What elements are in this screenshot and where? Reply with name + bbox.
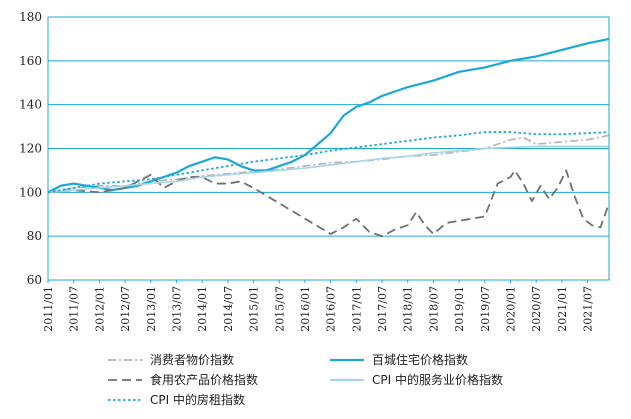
series-line-4 <box>47 145 609 194</box>
legend-label: 食用农产品价格指数 <box>150 372 258 387</box>
y-axis-tick-labels: 60 80 100 120 140 160 180 <box>19 10 42 287</box>
series-line-5 <box>47 131 610 194</box>
legend-item: 消费者物价指数 <box>108 352 234 367</box>
legend-label: 消费者物价指数 <box>150 352 234 367</box>
x-tick-label: 2015/07 <box>273 286 286 332</box>
y-tick-label: 60 <box>27 273 42 287</box>
x-tick-label: 2011/07 <box>68 286 81 332</box>
horizontal-gridlines <box>48 16 609 281</box>
series-line-3 <box>47 169 610 238</box>
x-tick-label: 2013/07 <box>170 286 183 332</box>
x-tick-label: 2018/01 <box>402 286 415 332</box>
legend-item: 食用农产品价格指数 <box>108 372 258 387</box>
series-lines <box>47 37 610 238</box>
legend-item: CPI 中的服务业价格指数 <box>330 372 503 387</box>
legend-label: CPI 中的房租指数 <box>150 392 245 407</box>
x-axis-tick-labels: 2011/01 2011/07 2012/01 2012/07 2013/01 2013/… <box>42 280 595 332</box>
x-tick-label: 2013/01 <box>145 286 158 332</box>
y-tick-label: 120 <box>19 142 42 156</box>
x-tick-label: 2011/01 <box>42 286 55 332</box>
x-tick-label: 2021/01 <box>556 286 569 332</box>
legend-item: CPI 中的房租指数 <box>108 392 245 407</box>
y-tick-label: 180 <box>19 10 42 24</box>
x-tick-label: 2019/07 <box>479 286 492 332</box>
y-tick-label: 80 <box>27 229 42 243</box>
x-tick-label: 2019/01 <box>453 286 466 332</box>
y-tick-label: 160 <box>19 54 42 68</box>
legend-item: 百城住宅价格指数 <box>330 352 468 367</box>
x-tick-label: 2012/07 <box>119 286 132 332</box>
x-tick-label: 2021/07 <box>582 286 595 332</box>
legend-label: CPI 中的服务业价格指数 <box>372 372 503 387</box>
y-tick-label: 140 <box>19 98 42 112</box>
x-tick-label: 2012/01 <box>93 286 106 332</box>
x-tick-label: 2016/01 <box>299 286 312 332</box>
x-tick-label: 2015/01 <box>248 286 261 332</box>
plot-area-frame <box>47 16 610 281</box>
x-tick-label: 2018/07 <box>427 286 440 332</box>
x-tick-label: 2016/07 <box>325 286 338 332</box>
x-tick-label: 2014/07 <box>222 286 235 332</box>
x-tick-label: 2020/01 <box>505 286 518 332</box>
series-line-2 <box>47 37 610 194</box>
x-tick-label: 2020/07 <box>530 286 543 332</box>
y-tick-label: 100 <box>19 185 42 199</box>
x-tick-label: 2014/01 <box>196 286 209 332</box>
x-tick-label: 2017/07 <box>376 286 389 332</box>
x-tick-label: 2017/01 <box>350 286 363 332</box>
legend-label: 百城住宅价格指数 <box>372 352 468 367</box>
